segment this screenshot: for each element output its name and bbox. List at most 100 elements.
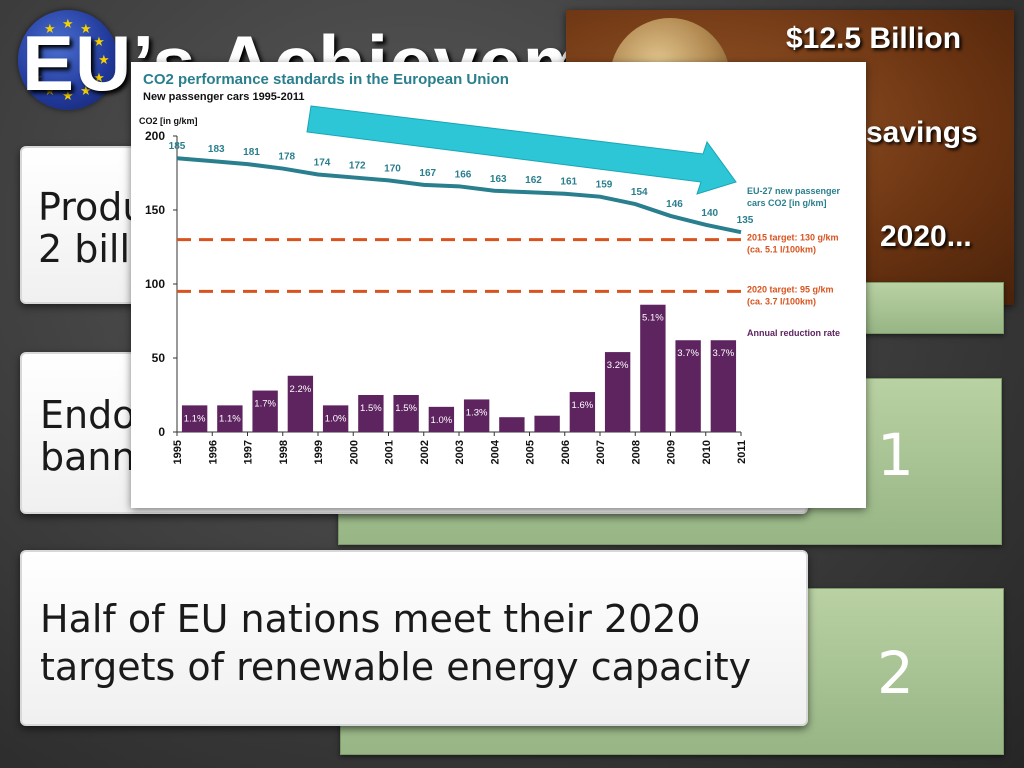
target-sublabel: (ca. 5.1 l/100km) [747, 245, 816, 255]
co2-data-label: 162 [525, 175, 542, 186]
flag-star-icon: ★ [80, 21, 92, 37]
reduction-bar-label: 1.7% [254, 399, 276, 410]
reduction-bar-label: 3.2% [607, 360, 629, 371]
co2-data-label: 185 [169, 141, 186, 152]
reduction-bar [534, 415, 560, 432]
x-tick-label: 2009 [666, 440, 678, 464]
flag-star-icon: ★ [44, 21, 56, 37]
y-axis-label: CO2 [in g/km] [139, 116, 198, 126]
savings-label: savings [866, 116, 978, 149]
co2-data-label: 172 [349, 160, 366, 171]
x-tick-label: 2010 [701, 440, 713, 464]
co2-data-label: 167 [419, 168, 436, 179]
co2-line [176, 156, 742, 235]
reduction-bar-label: 1.6% [572, 400, 594, 411]
reduction-bar [640, 304, 666, 432]
reduction-bar-label: 1.5% [360, 403, 382, 414]
legend-line-label: cars CO2 [in g/km] [747, 198, 827, 208]
x-tick-label: 1996 [207, 440, 219, 464]
y-tick-label: 50 [152, 351, 166, 365]
flag-star-icon: ★ [93, 35, 105, 50]
flag-star-icon: ★ [98, 53, 110, 68]
reduction-bar [710, 340, 737, 432]
x-tick-label: 2008 [630, 440, 642, 464]
reduction-bar-label: 1.0% [431, 415, 453, 426]
x-tick-label: 2006 [560, 440, 572, 464]
co2-data-label: 146 [666, 199, 683, 210]
reduction-bar-label: 5.1% [642, 313, 664, 324]
reduction-bar [181, 405, 208, 432]
x-tick-label: 1997 [243, 440, 255, 464]
x-tick-label: 1999 [313, 440, 325, 464]
trend-arrow-icon [306, 105, 737, 195]
co2-data-label: 178 [278, 152, 295, 163]
target-label: 2020 target: 95 g/km [747, 284, 834, 294]
co2-data-label: 163 [490, 174, 507, 185]
reduction-bar-label: 1.1% [219, 413, 241, 424]
reduction-bar [217, 405, 243, 432]
x-tick-label: 2001 [384, 440, 396, 464]
y-tick-label: 150 [145, 203, 165, 217]
co2-data-label: 161 [560, 177, 577, 188]
x-tick-label: 1995 [172, 440, 184, 464]
reduction-bar [675, 340, 701, 432]
x-tick-label: 2007 [595, 440, 607, 464]
x-tick-label: 2005 [525, 440, 537, 464]
savings-year: 2020... [880, 220, 972, 253]
co2-data-label: 140 [701, 208, 718, 219]
co2-data-label: 183 [208, 144, 225, 155]
eu-flag-icon: ★ ★ ★ ★ ★ ★ ★ ★ ★ ★ ★ ★ [18, 10, 118, 110]
reduction-bar [463, 399, 490, 432]
reduction-bar-label: 1.1% [184, 413, 206, 424]
x-tick-label: 2004 [489, 439, 501, 464]
target-sublabel: (ca. 3.7 l/100km) [747, 296, 816, 306]
legend-line-label: EU-27 new passenger [747, 186, 841, 196]
co2-data-label: 181 [243, 147, 260, 158]
reduction-bar-label: 0.7% [536, 404, 558, 415]
reduction-bar-label: 3.7% [713, 348, 735, 359]
reduction-bar-label: 1.3% [466, 407, 488, 418]
number-label: 2 [877, 639, 914, 707]
flag-star-icon: ★ [93, 71, 105, 86]
statement-text-line2: targets of renewable energy capacity [40, 645, 752, 689]
flag-star-icon: ★ [26, 53, 38, 68]
reduction-bar-label: 1.5% [395, 403, 417, 414]
reduction-bar-label: 0.6% [501, 405, 523, 416]
number-label: 1 [877, 421, 914, 489]
reduction-bar [569, 392, 596, 432]
y-tick-label: 0 [158, 425, 165, 439]
y-tick-label: 100 [145, 277, 165, 291]
x-tick-label: 1998 [278, 440, 290, 464]
reduction-bar [428, 406, 455, 432]
legend-bar-label: Annual reduction rate [747, 328, 840, 338]
reduction-bar [604, 352, 631, 432]
chart-title: CO2 performance standards in the Europea… [143, 71, 509, 88]
x-tick-label: 2002 [419, 440, 431, 464]
reduction-bar-label: 2.2% [290, 384, 312, 395]
co2-data-label: 159 [596, 180, 613, 191]
x-tick-label: 2000 [348, 440, 360, 464]
reduction-bar [499, 417, 525, 432]
reduction-bar-label: 3.7% [677, 348, 699, 359]
co2-chart: CO2 performance standards in the Europea… [131, 62, 866, 508]
co2-data-label: 154 [631, 187, 648, 198]
reduction-bar [287, 375, 314, 432]
co2-data-label: 166 [455, 169, 472, 180]
flag-star-icon: ★ [30, 71, 43, 86]
flag-star-icon: ★ [62, 89, 74, 104]
chart-subtitle: New passenger cars 1995-2011 [143, 91, 304, 103]
reduction-bar [393, 395, 419, 432]
statement-card: Half of EU nations meet their 2020 targe… [20, 550, 808, 726]
flag-star-icon: ★ [44, 84, 56, 100]
target-label: 2015 target: 130 g/km [747, 233, 839, 243]
statement-text-line1: Half of EU nations meet their 2020 [40, 597, 701, 641]
x-tick-label: 2003 [454, 440, 466, 464]
co2-data-label: 135 [737, 215, 754, 226]
co2-data-label: 174 [314, 157, 331, 168]
reduction-bar-label: 1.0% [325, 413, 347, 424]
flag-star-icon: ★ [30, 35, 43, 50]
y-tick-label: 200 [145, 129, 165, 143]
co2-data-label: 170 [384, 163, 401, 174]
x-tick-label: 2011 [736, 440, 748, 464]
reduction-bar [252, 390, 278, 432]
